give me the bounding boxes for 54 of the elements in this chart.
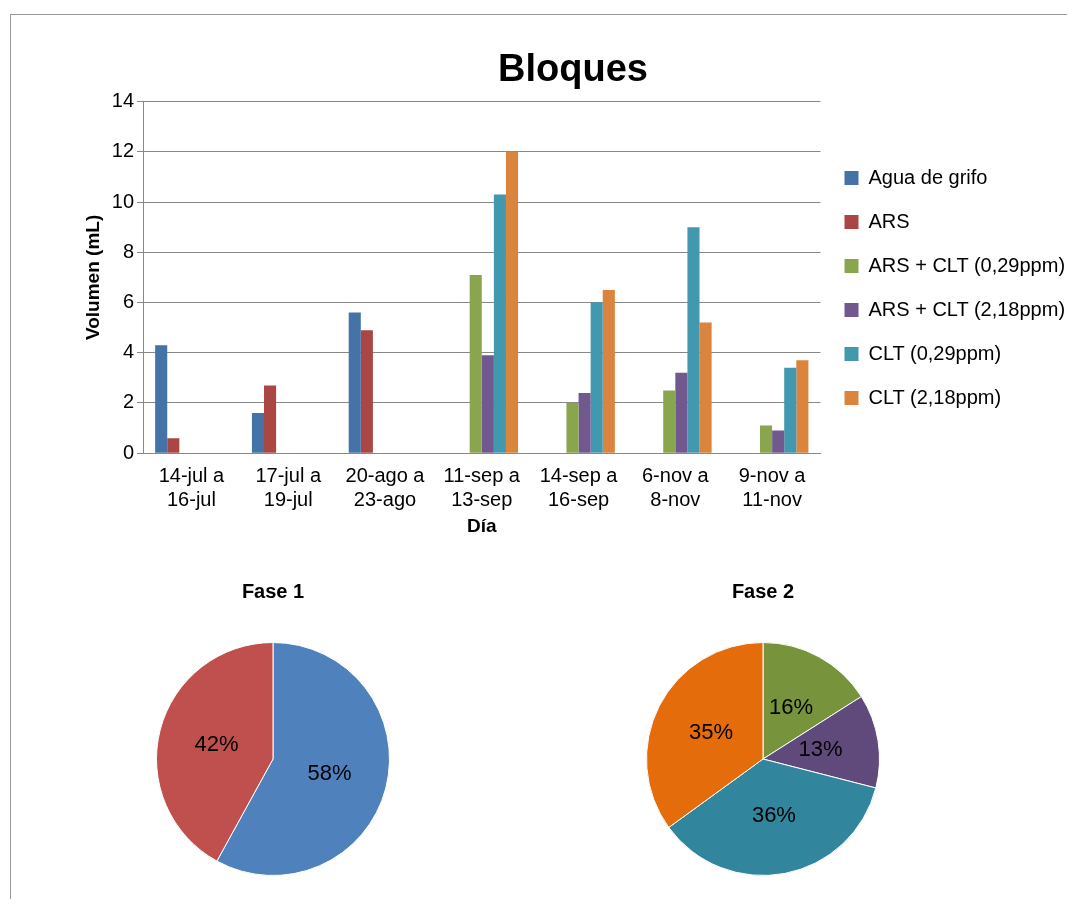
data-label: 36% xyxy=(751,802,796,828)
data-label: 13% xyxy=(798,735,843,761)
bar xyxy=(167,438,180,453)
legend-label: CLT (2,18ppm) xyxy=(868,385,1002,408)
bar xyxy=(602,289,615,453)
bar xyxy=(155,345,168,453)
bar xyxy=(772,430,785,453)
y-tick-label: 12 xyxy=(111,139,135,162)
bar xyxy=(469,274,482,453)
x-tick-label: 20-ago a 23-ago xyxy=(345,463,426,510)
y-axis-title: Volumen (mL) xyxy=(81,214,103,341)
x-tick-label: 11-sep a 13-sep xyxy=(443,463,521,510)
y-tick-label: 0 xyxy=(122,440,135,463)
bar xyxy=(348,312,361,453)
legend-label: CLT (0,29ppm) xyxy=(868,341,1002,364)
y-tick-label: 4 xyxy=(122,340,135,363)
bar xyxy=(493,194,506,453)
bar xyxy=(784,367,797,453)
y-tick-label: 2 xyxy=(122,390,135,413)
bar xyxy=(264,385,277,453)
legend-label: ARS + CLT (2,18ppm) xyxy=(868,297,1066,320)
x-tick-label: 9-nov a 11-nov xyxy=(738,463,807,510)
bar xyxy=(675,372,688,453)
chart-title: Fase 2 xyxy=(731,579,795,602)
bar xyxy=(251,413,265,453)
bar xyxy=(578,392,591,453)
x-axis-title: Día xyxy=(466,514,497,536)
data-label: 58% xyxy=(307,759,352,785)
x-tick-label: 6-nov a 8-nov xyxy=(641,463,710,510)
bar xyxy=(760,425,773,453)
chart-title: Fase 1 xyxy=(241,579,305,602)
bar xyxy=(481,355,494,453)
bar xyxy=(566,402,579,453)
legend-label: ARS + CLT (0,29ppm) xyxy=(868,253,1066,276)
x-tick-label: 17-jul a 19-jul xyxy=(255,463,322,510)
data-label: 42% xyxy=(194,730,239,756)
data-label: 16% xyxy=(769,694,814,720)
y-tick-label: 6 xyxy=(122,290,135,313)
bar xyxy=(590,302,603,453)
bar xyxy=(796,360,809,453)
legend-label: ARS xyxy=(868,209,910,232)
bar xyxy=(505,151,519,453)
bar xyxy=(687,227,700,453)
x-tick-label: 14-sep a 16-sep xyxy=(539,463,619,510)
x-tick-label: 14-jul a 16-jul xyxy=(158,463,226,510)
bar xyxy=(699,322,712,453)
data-label: 35% xyxy=(689,718,734,744)
y-tick-label: 10 xyxy=(111,189,135,212)
legend-label: Agua de grifo xyxy=(868,165,988,188)
bar xyxy=(663,390,676,453)
bar xyxy=(360,330,373,453)
chart-title: Bloques xyxy=(498,47,648,90)
y-tick-label: 8 xyxy=(122,239,135,262)
y-tick-label: 14 xyxy=(111,89,135,112)
